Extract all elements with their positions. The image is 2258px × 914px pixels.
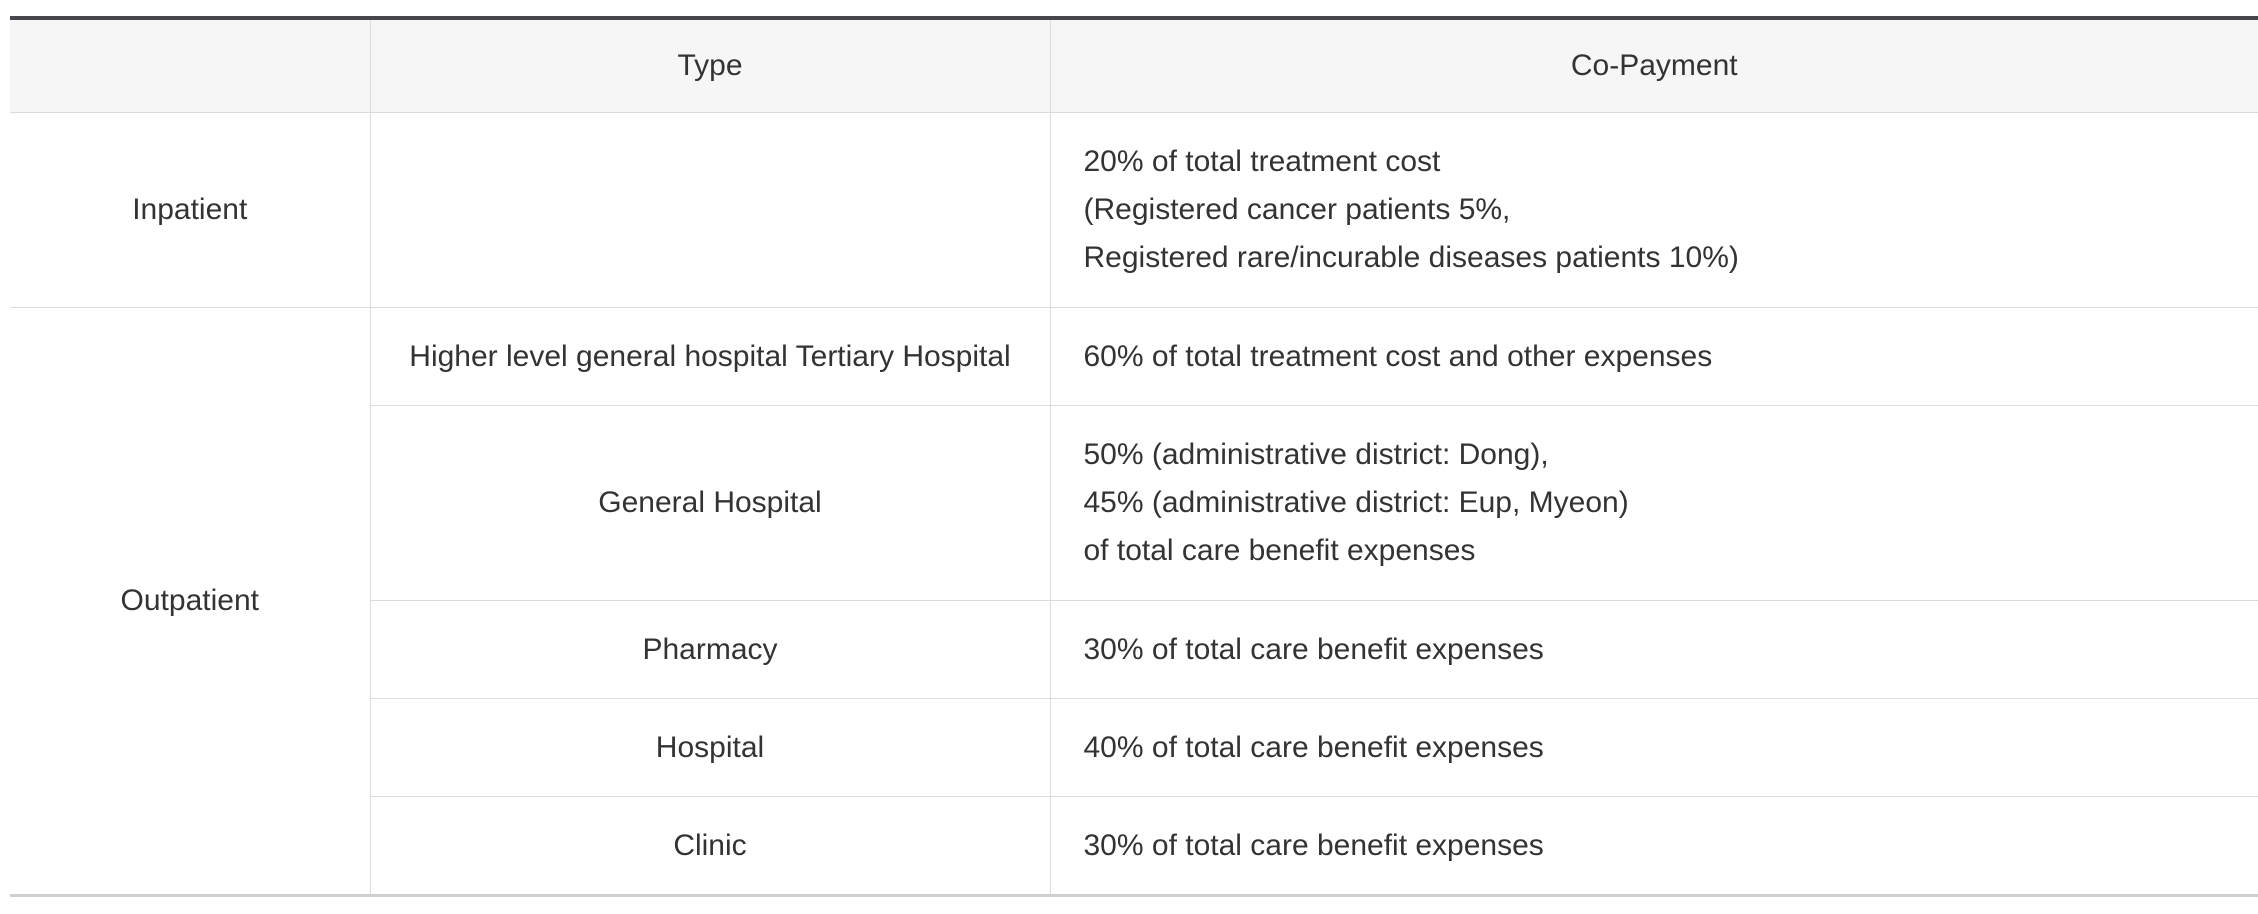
type-cell-hospital: Hospital	[369, 698, 1050, 797]
co-payment-line: 50% (administrative district: Dong),	[1083, 438, 1549, 471]
co-payment-cell-clinic: 30% of total care benefit expenses	[1049, 796, 2258, 896]
type-cell-clinic: Clinic	[369, 796, 1050, 896]
co-payment-cell-pharmacy: 30% of total care benefit expenses	[1049, 600, 2258, 699]
type-cell-pharmacy: Pharmacy	[369, 600, 1050, 699]
co-payment-line: 40% of total care benefit expenses	[1083, 730, 1544, 764]
header-category	[10, 18, 370, 113]
type-cell-tertiary-hospital: Higher level general hospital Tertiary H…	[369, 307, 1050, 406]
table-row-inpatient: Inpatient 20% of total treatment cost (R…	[10, 112, 2258, 308]
table-body: Inpatient 20% of total treatment cost (R…	[10, 112, 2258, 896]
co-payment-line: Registered rare/incurable diseases patie…	[1083, 241, 1739, 274]
co-payment-table: Type Co-Payment Inpatient 20% of total t…	[10, 16, 2258, 897]
header-type: Type	[369, 18, 1050, 113]
co-payment-cell-inpatient: 20% of total treatment cost (Registered …	[1049, 112, 2258, 308]
co-payment-cell-hospital: 40% of total care benefit expenses	[1049, 698, 2258, 797]
table-row-clinic: Clinic 30% of total care benefit expense…	[10, 796, 2258, 896]
table-row-tertiary-hospital: Outpatient Higher level general hospital…	[10, 307, 2258, 896]
co-payment-table-container: Type Co-Payment Inpatient 20% of total t…	[10, 16, 2258, 897]
header-co-payment: Co-Payment	[1049, 18, 2258, 113]
co-payment-line: 30% of total care benefit expenses	[1083, 632, 1544, 666]
table-header: Type Co-Payment	[10, 18, 2258, 113]
table-row-hospital: Hospital 40% of total care benefit expen…	[10, 698, 2258, 797]
co-payment-line: 30% of total care benefit expenses	[1083, 828, 1544, 862]
table-row-general-hospital: General Hospital 50% (administrative dis…	[10, 405, 2258, 601]
header-row: Type Co-Payment	[10, 18, 2258, 113]
table-row-pharmacy: Pharmacy 30% of total care benefit expen…	[10, 600, 2258, 699]
co-payment-line: 45% (administrative district: Eup, Myeon…	[1083, 486, 1629, 519]
co-payment-cell-general-hospital: 50% (administrative district: Dong), 45%…	[1049, 405, 2258, 601]
co-payment-line: of total care benefit expenses	[1083, 534, 1476, 567]
type-cell-general-hospital: General Hospital	[369, 405, 1050, 601]
category-outpatient: Outpatient	[10, 307, 370, 896]
co-payment-line: (Registered cancer patients 5%,	[1083, 193, 1511, 226]
category-inpatient: Inpatient	[10, 112, 370, 308]
type-cell-inpatient	[369, 112, 1050, 308]
co-payment-cell-tertiary-hospital: 60% of total treatment cost and other ex…	[1049, 307, 2258, 406]
co-payment-line: 60% of total treatment cost and other ex…	[1083, 339, 1713, 373]
co-payment-line: 20% of total treatment cost	[1083, 145, 1441, 178]
